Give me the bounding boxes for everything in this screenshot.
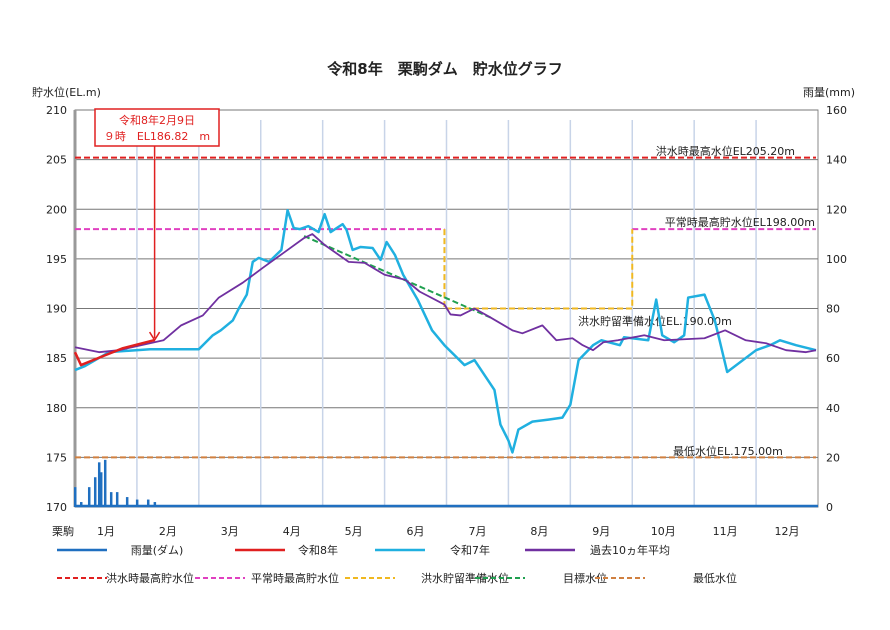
series-line <box>74 233 817 354</box>
rain-bar <box>109 492 113 507</box>
annotation-box <box>94 108 220 147</box>
y-tick-label: 175 <box>46 451 67 464</box>
x-tick-label: 6月 <box>407 525 425 538</box>
x-tick-label: 4月 <box>283 525 301 538</box>
flood-prep-label: 洪水貯留準備水位EL.190.00m <box>578 314 732 328</box>
y2-axis-label: 雨量(mm) <box>803 86 855 99</box>
y-tick-label: 180 <box>46 402 67 415</box>
x-tick-label: 1月 <box>97 525 115 538</box>
rain-bar <box>146 499 150 507</box>
legend-label: 目標水位 <box>563 571 607 585</box>
x-tick-label: 9月 <box>592 525 610 538</box>
reference-lines <box>75 156 817 459</box>
arrowhead-icon <box>148 331 161 342</box>
legend-label: 令和7年 <box>450 543 490 557</box>
rain-bar <box>74 487 77 507</box>
min-level-label: 最低水位EL.175.00m <box>673 444 783 458</box>
rain-bar <box>125 497 129 507</box>
y-tick-label: 200 <box>46 203 67 216</box>
annotation-value: ９時 EL186.82 m <box>104 130 210 143</box>
y2-tick-label: 60 <box>826 352 840 365</box>
y2-tick-label: 160 <box>826 104 847 117</box>
y-tick-label: 205 <box>46 154 67 167</box>
y-tick-label: 195 <box>46 253 67 266</box>
axis-ticks: 170 0 175 20 180 40 185 60 190 80 195 100 200 120 205 1… <box>46 104 847 538</box>
reference-line <box>303 235 491 319</box>
rain-bar <box>97 462 101 507</box>
annotation-date: 令和8年2月9日 <box>119 113 195 127</box>
legend-label: 最低水位 <box>693 571 737 585</box>
y-tick-label: 190 <box>46 303 67 316</box>
rain-bar <box>79 502 83 507</box>
legend-label: 平常時最高貯水位 <box>251 571 339 585</box>
chart-title: 令和8年 栗駒ダム 貯水位グラフ <box>327 60 562 78</box>
series-lines <box>73 208 817 454</box>
rain-bar <box>135 499 139 507</box>
annotation: 令和8年2月9日 ９時 EL186.82 m <box>94 108 220 342</box>
rain-bar <box>93 477 97 507</box>
legend-label: 令和8年 <box>298 543 338 557</box>
legend-label: 洪水貯留準備水位 <box>421 571 509 585</box>
rainfall-bars <box>74 459 818 508</box>
normal-max-label: 平常時最高貯水位EL198.00m <box>665 215 815 229</box>
legend-label: 洪水時最高貯水位 <box>106 571 194 585</box>
grid <box>73 109 819 508</box>
y2-tick-label: 40 <box>826 402 840 415</box>
rain-bar <box>99 472 103 507</box>
rain-bar <box>153 502 157 507</box>
y2-tick-label: 20 <box>826 451 840 464</box>
y2-tick-label: 100 <box>826 253 847 266</box>
y-tick-label: 210 <box>46 104 67 117</box>
y2-tick-label: 140 <box>826 154 847 167</box>
y2-tick-label: 80 <box>826 303 840 316</box>
x-tick-label: 11月 <box>713 525 738 538</box>
y-tick-label: 170 <box>46 501 67 514</box>
y2-tick-label: 0 <box>826 501 833 514</box>
x-tick-label: 8月 <box>530 525 548 538</box>
rain-bar <box>87 487 91 507</box>
rain-bar <box>115 492 119 507</box>
legend-label: 過去10ヵ年平均 <box>590 543 670 557</box>
series-line <box>74 208 817 454</box>
x-axis-label: 栗駒 <box>52 525 74 538</box>
x-tick-label: 2月 <box>159 525 177 538</box>
flood-max-label: 洪水時最高水位EL205.20m <box>656 144 795 158</box>
x-tick-label: 7月 <box>468 525 486 538</box>
x-tick-label: 10月 <box>651 525 676 538</box>
y-tick-label: 185 <box>46 352 67 365</box>
series-line <box>73 338 155 367</box>
legend-label: 雨量(ダム) <box>131 543 184 557</box>
reference-line <box>443 229 634 310</box>
x-tick-label: 5月 <box>345 525 363 538</box>
x-tick-label: 12月 <box>775 525 800 538</box>
rain-bar <box>103 459 107 507</box>
y-axis-label: 貯水位(EL.m) <box>32 85 101 99</box>
y2-tick-label: 120 <box>826 203 847 216</box>
x-tick-label: 3月 <box>221 525 239 538</box>
